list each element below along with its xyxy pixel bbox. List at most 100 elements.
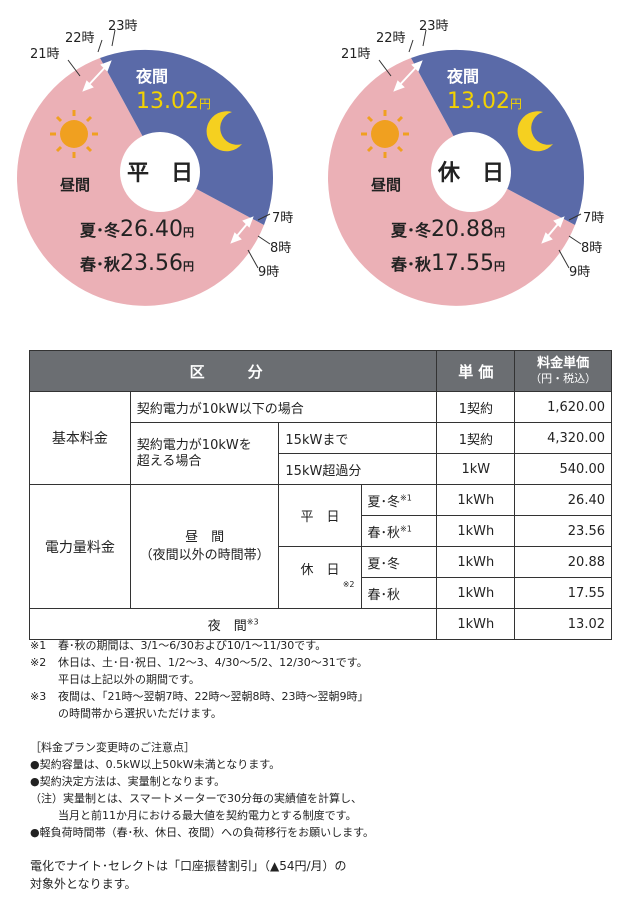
svg-text:★: ★ xyxy=(517,123,528,137)
energy-holiday: 休 日 ※2 xyxy=(278,546,362,609)
night-price: 13.02 xyxy=(514,608,612,640)
sun-icon xyxy=(361,110,409,158)
basic-row1-price: 1,620.00 xyxy=(514,391,612,423)
weekday-hour-23: 23時 xyxy=(108,19,138,34)
svg-text:★: ★ xyxy=(206,123,217,137)
holiday-night-sector xyxy=(411,49,585,225)
footnote-3: ※3 夜間は、「21時～翌朝7時、22時～翌朝8時、23時～翌朝9時」 xyxy=(30,690,369,703)
weekday-night-sector xyxy=(100,49,274,225)
holiday-night-price: 13.02円 xyxy=(447,89,522,114)
basic-row3-unit: 1kW xyxy=(436,453,516,485)
caution-3b: 当月と前11か月における最大値を契約電力とする制度です。 xyxy=(58,809,357,822)
weekday-night-label: 夜間 xyxy=(135,67,168,86)
footer-note: 電化でナイト･セレクトは「口座振替割引」（▲54円/月）の 対象外となります。 xyxy=(30,857,347,893)
table-row: 契約電力が10kWを 超える場合 15kWまで 1契約 4,320.00 xyxy=(30,422,612,485)
caution-4: ●軽負荷時間帯（春･秋、休日、夜間）への負荷移行をお願いします。 xyxy=(30,826,374,839)
weekday-hour-22: 22時 xyxy=(65,31,95,46)
rate-table: 区 分 単 価 料金単価 （円・税込） 基本料金 契約電力が10kW以下の場合 1… xyxy=(28,350,612,640)
energy-holiday-sw: 夏･冬 xyxy=(360,546,438,578)
weekday-night-start-arrow xyxy=(82,60,112,92)
holiday-hour-9: 9時 xyxy=(569,265,590,280)
basic-charge-label: 基本料金 xyxy=(29,391,131,485)
basic-row2-sub: 15kWまで xyxy=(278,422,438,454)
table-row: 春･秋※1 1kWh 23.56 xyxy=(30,515,612,547)
weekday-summer-winter: 夏･冬26.40円 xyxy=(79,217,194,242)
table-row: 基本料金 契約電力が10kW以下の場合 1契約 1,620.00 xyxy=(29,391,612,485)
table-row: 春･秋 1kWh 17.55 xyxy=(30,577,612,609)
footnote-3b: の時間帯から選択いただけます。 xyxy=(58,707,222,720)
energy-weekday-sw: 夏･冬※1 xyxy=(360,484,438,516)
table-header-row: 区 分 単 価 料金単価 （円・税込） xyxy=(28,350,612,392)
holiday-hour-23: 23時 xyxy=(419,19,449,34)
energy-day-desc: 昼 間（夜間以外の時間帯） xyxy=(129,484,280,609)
energy-price-1: 26.40 xyxy=(514,484,612,516)
holiday-night-end-arrow xyxy=(541,216,565,244)
energy-holiday-sf: 春･秋 xyxy=(360,577,438,609)
svg-text:★: ★ xyxy=(216,115,223,124)
footnote-2b: 平日は上記以外の期間です。 xyxy=(58,673,200,686)
table-row: 休 日 ※2 夏･冬 1kWh 20.88 xyxy=(30,546,612,609)
cautions: ［料金プラン変更時のご注意点］ ●契約容量は、0.5kW以上50kW未満となりま… xyxy=(30,739,374,841)
weekday-night-price: 13.02円 xyxy=(136,89,211,114)
energy-unit-2: 1kWh xyxy=(436,515,516,547)
energy-unit-4: 1kWh xyxy=(436,577,516,609)
weekday-hour-21: 21時 xyxy=(30,47,60,62)
basic-row2-unit: 1契約 xyxy=(436,422,516,454)
footnote-2: ※2 休日は、土･日･祝日、1/2～3、4/30～5/2、12/30～31です。 xyxy=(30,656,368,669)
holiday-hour-21: 21時 xyxy=(341,47,371,62)
energy-weekday-sf: 春･秋※1 xyxy=(360,515,438,547)
holiday-spring-fall: 春･秋17.55円 xyxy=(390,251,505,276)
energy-price-4: 17.55 xyxy=(514,577,612,609)
table-row: 電力量料金 昼 間（夜間以外の時間帯） 平 日 夏･冬※1 1kWh 26.40 xyxy=(29,484,612,609)
weekday-hour-7: 7時 xyxy=(272,211,293,226)
cautions-title: ［料金プラン変更時のご注意点］ xyxy=(30,741,195,754)
basic-row3-sub: 15kW超過分 xyxy=(278,453,438,485)
weekday-center-label: 平 日 xyxy=(127,161,193,186)
weekday-night-end-arrow xyxy=(230,216,254,244)
holiday-hour-8: 8時 xyxy=(581,241,602,256)
energy-weekday: 平 日 xyxy=(278,484,362,547)
night-row-label: 夜 間※3 xyxy=(28,608,438,640)
header-price: 料金単価 （円・税込） xyxy=(514,350,612,392)
holiday-center-circle xyxy=(431,132,511,212)
holiday-center-label: 休 日 xyxy=(437,161,504,186)
header-unit: 単 価 xyxy=(436,350,516,392)
footnotes: ※1 春･秋の期間は、3/1～6/30および10/1～11/30です。 ※2 休日は… xyxy=(30,637,369,722)
weekday-pie: 平 日 夜間 13.02円 ★ ★ 昼間 夏･冬26.40円 春･秋23.56円 xyxy=(17,19,293,306)
time-of-use-pie-charts: 平 日 夜間 13.02円 ★ ★ 昼間 夏･冬26.40円 春･秋23.56円 xyxy=(17,19,604,306)
header-category: 区 分 xyxy=(28,350,438,392)
basic-row3-price: 540.00 xyxy=(514,453,612,485)
weekday-center-circle xyxy=(120,132,200,212)
weekday-spring-fall: 春･秋23.56円 xyxy=(79,251,194,276)
weekday-hour-8: 8時 xyxy=(270,241,291,256)
holiday-day-label: 昼間 xyxy=(371,176,401,194)
basic-row1-unit: 1契約 xyxy=(436,391,516,423)
holiday-hour-7: 7時 xyxy=(583,211,604,226)
energy-unit-3: 1kWh xyxy=(436,546,516,578)
energy-charge-label: 電力量料金 xyxy=(29,484,131,609)
holiday-night-start-arrow xyxy=(393,60,423,92)
holiday-night-label: 夜間 xyxy=(446,67,479,86)
footer-line-2: 対象外となります。 xyxy=(30,877,137,891)
holiday-summer-winter: 夏･冬20.88円 xyxy=(390,217,505,242)
weekday-hour-9: 9時 xyxy=(258,265,279,280)
moon-icon: ★ ★ xyxy=(517,111,553,152)
energy-unit-1: 1kWh xyxy=(436,484,516,516)
caution-2: ●契約決定方法は、実量制となります。 xyxy=(30,775,226,788)
basic-row1-desc: 契約電力が10kW以下の場合 xyxy=(129,391,438,423)
footer-line-1: 電化でナイト･セレクトは「口座振替割引」（▲54円/月）の xyxy=(30,859,347,873)
energy-price-3: 20.88 xyxy=(514,546,612,578)
holiday-pie: 休 日 夜間 13.02円 ★ ★ 昼間 夏･冬20.88円 春･秋17.55円 xyxy=(328,19,604,306)
holiday-hour-22: 22時 xyxy=(376,31,406,46)
caution-3: （注）実量制とは、スマートメーターで30分毎の実績値を計算し、 xyxy=(30,792,363,805)
table-row: 夜 間※3 1kWh 13.02 xyxy=(28,608,612,640)
energy-price-2: 23.56 xyxy=(514,515,612,547)
night-unit: 1kWh xyxy=(436,608,516,640)
sun-icon xyxy=(50,110,98,158)
table-row: 15kW超過分 1kW 540.00 xyxy=(30,453,612,485)
basic-row2-price: 4,320.00 xyxy=(514,422,612,454)
caution-1: ●契約容量は、0.5kW以上50kW未満となります。 xyxy=(30,758,281,771)
moon-icon: ★ ★ xyxy=(206,111,242,152)
weekday-day-label: 昼間 xyxy=(60,176,90,194)
basic-row2-desc: 契約電力が10kWを 超える場合 xyxy=(129,422,280,485)
